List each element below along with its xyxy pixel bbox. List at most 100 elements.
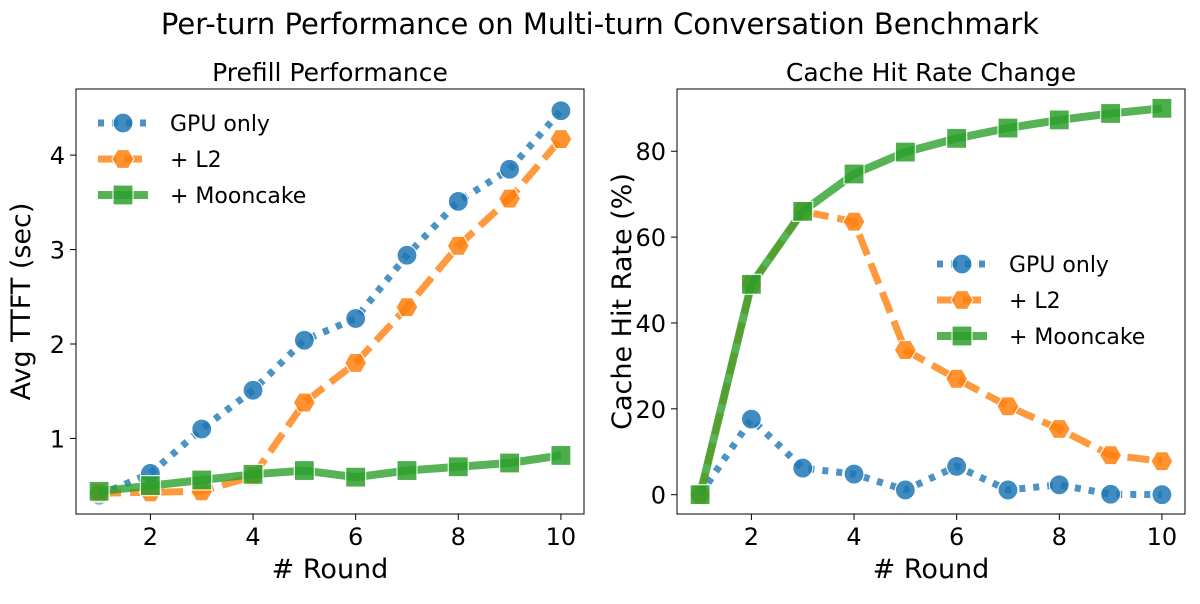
data-point-gpu-only [946,455,968,477]
legend-label-l2: + L2 [170,148,222,173]
data-point-gpu-only [550,100,572,122]
data-point-l2 [996,396,1020,417]
legend-label-mooncake: + Mooncake [170,184,306,209]
data-point-l2 [893,339,918,361]
data-point-l2 [292,392,317,413]
data-point-mooncake [1048,109,1070,131]
cache-hit-rate-chart: Cache Hit Rate Change # Round Cache Hit Ra… [607,58,1186,585]
data-point-l2 [944,368,969,389]
legend-marker-mooncake [112,184,134,206]
data-point-mooncake [447,456,469,478]
series-mooncake [689,97,1173,506]
data-point-l2 [1150,451,1174,472]
legend: GPU only + L2 + Mooncake [98,112,306,209]
data-point-mooncake [293,459,315,482]
x-axis-label: # Round [873,554,990,585]
data-point-mooncake [894,141,916,163]
data-point-l2 [1098,445,1123,466]
legend-marker-mooncake [951,325,973,347]
data-point-gpu-only [792,457,814,479]
data-point-mooncake [88,480,110,502]
series-l2 [688,201,1174,505]
legend-label-mooncake: + Mooncake [1009,325,1145,350]
data-point-mooncake [1099,102,1122,125]
legend-label-l2: + L2 [1009,289,1061,314]
series-line-mooncake [696,104,1163,496]
data-point-mooncake [740,273,763,295]
figure-title: Per-turn Performance on Multi-turn Conve… [161,7,1039,41]
chart-title: Cache Hit Rate Change [786,58,1076,87]
data-point-l2 [497,188,522,209]
data-point-gpu-only [242,379,264,401]
x-tick-label: 6 [949,523,964,551]
data-point-mooncake [242,463,264,485]
y-tick-label: 0 [651,482,666,510]
data-point-gpu-only [191,418,213,440]
data-point-l2 [1047,418,1071,440]
x-tick-label: 10 [546,523,577,551]
y-tick-label: 2 [50,331,65,359]
data-point-gpu-only [997,479,1019,501]
series-line-mooncake [98,451,562,496]
data-point-gpu-only [740,408,763,430]
data-point-l2 [343,352,368,374]
x-tick-label: 8 [1052,523,1067,551]
y-axis-label: Cache Hit Rate (%) [607,173,638,430]
legend-marker-l2 [950,289,974,311]
data-point-mooncake [792,200,814,222]
data-point-gpu-only [1151,484,1173,506]
y-tick-label: 60 [635,224,666,252]
series-mooncake [88,444,572,502]
data-point-mooncake [843,163,865,185]
data-point-mooncake [345,466,367,488]
data-point-mooncake [550,444,572,467]
data-point-gpu-only [447,190,469,212]
data-point-gpu-only [843,463,865,485]
data-point-mooncake [396,459,418,482]
data-point-mooncake [689,484,711,506]
data-point-l2 [549,128,573,150]
plot-frame [75,88,585,515]
data-point-mooncake [1151,97,1173,119]
x-tick-label: 2 [143,523,158,551]
series-line-l2 [99,136,564,497]
data-point-gpu-only [396,244,418,266]
legend-marker-gpu-only [951,253,973,275]
series-l2 [87,128,573,504]
data-point-gpu-only [894,479,916,501]
data-point-mooncake [191,469,213,491]
series-gpu-only [689,408,1173,506]
legend-marker-gpu-only [112,112,134,134]
data-point-mooncake [139,475,162,497]
legend-label-gpu-only: GPU only [1009,253,1109,278]
y-tick-label: 80 [635,138,666,166]
x-tick-label: 2 [744,523,759,551]
plot-frame [676,88,1186,515]
x-tick-label: 8 [451,523,466,551]
data-point-l2 [842,211,866,232]
y-tick-label: 3 [50,237,65,265]
y-axis-label: Avg TTFT (sec) [6,203,37,401]
x-tick-label: 10 [1147,523,1178,551]
prefill-performance-chart: Prefill Performance # Round Avg TTFT (sec)… [6,58,585,585]
data-point-gpu-only [293,329,315,351]
x-tick-label: 6 [348,523,363,551]
data-point-l2 [395,297,419,318]
y-tick-label: 1 [50,425,65,453]
data-point-gpu-only [1048,474,1070,496]
series-line-gpu-only [697,415,1162,499]
y-tick-label: 4 [50,142,65,170]
data-point-mooncake [498,452,521,474]
chart-title: Prefill Performance [212,58,448,87]
y-tick-label: 40 [635,310,666,338]
legend-marker-l2 [111,148,135,170]
y-tick-label: 20 [635,396,666,424]
data-point-gpu-only [1099,483,1122,505]
data-point-gpu-only [498,158,521,180]
x-tick-label: 4 [245,523,260,551]
x-axis-label: # Round [272,554,389,585]
data-point-gpu-only [345,307,367,330]
data-point-mooncake [997,117,1019,139]
data-point-l2 [446,235,470,256]
